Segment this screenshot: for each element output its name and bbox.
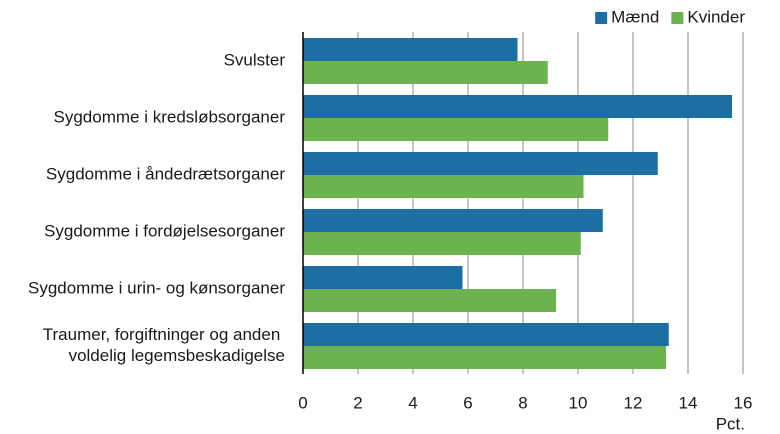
bar	[303, 61, 548, 84]
bar	[303, 266, 463, 289]
x-tick-label: 16	[734, 393, 753, 412]
bar	[303, 346, 666, 369]
x-tick-label: 10	[569, 393, 588, 412]
bar	[303, 152, 658, 175]
y-tick-label: Svulster	[224, 50, 286, 69]
bar	[303, 323, 669, 346]
y-tick-label: Sygdomme i åndedrætsorganer	[46, 164, 285, 183]
y-tick-label: Traumer, forgiftninger og anden voldelig…	[43, 325, 285, 365]
x-tick-label: 0	[298, 393, 307, 412]
legend-label: Kvinder	[687, 7, 745, 26]
bar	[303, 118, 609, 141]
x-tick-label: 8	[518, 393, 527, 412]
x-tick-label: 2	[353, 393, 362, 412]
bar	[303, 95, 732, 118]
bar	[303, 209, 603, 232]
legend-swatch	[595, 12, 608, 24]
x-axis-label: Pct.	[716, 414, 745, 433]
bar	[303, 175, 584, 198]
bar	[303, 289, 556, 312]
y-tick-label: Sygdomme i kredsløbsorganer	[54, 107, 286, 126]
y-tick-label: Sygdomme i fordøjelsesorganer	[44, 221, 285, 240]
y-tick-label: Sygdomme i urin- og kønsorganer	[28, 278, 285, 297]
x-tick-label: 4	[408, 393, 417, 412]
x-tick-label: 12	[624, 393, 643, 412]
x-tick-label: 14	[679, 393, 698, 412]
bar	[303, 232, 581, 255]
legend-swatch	[671, 12, 684, 24]
bar	[303, 38, 518, 61]
x-tick-label: 6	[463, 393, 472, 412]
legend-label: Mænd	[611, 7, 659, 26]
